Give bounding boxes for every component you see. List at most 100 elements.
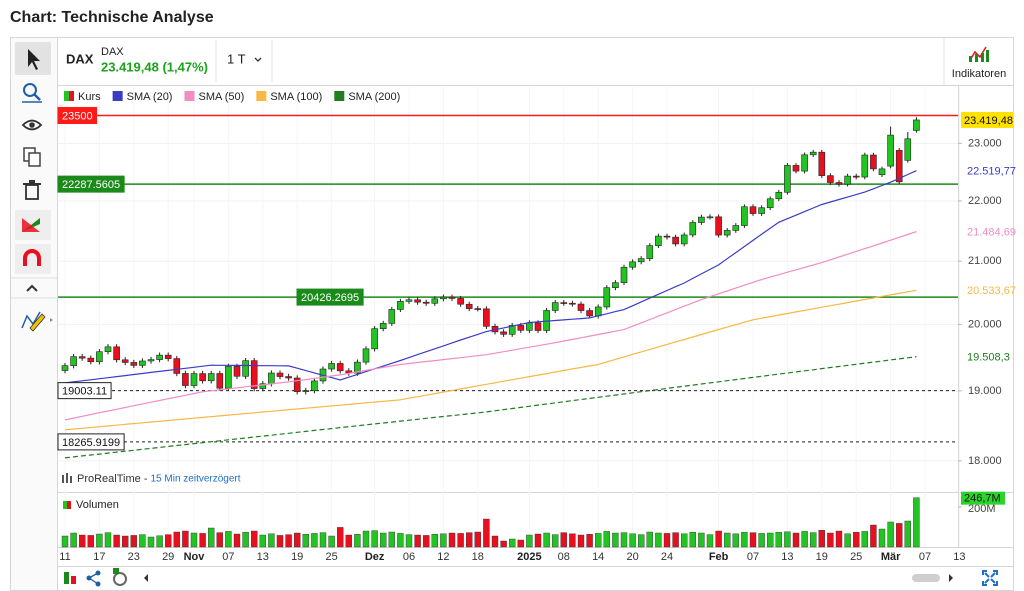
candle-body bbox=[852, 175, 860, 178]
tool-collapse[interactable] bbox=[26, 284, 38, 292]
interval-select[interactable]: 1 T bbox=[227, 51, 262, 66]
volume-bar bbox=[732, 533, 739, 548]
volume-bar bbox=[414, 534, 421, 548]
interval: 1 T bbox=[227, 51, 246, 66]
legend-swatch bbox=[112, 91, 123, 101]
candle-body bbox=[809, 151, 817, 156]
candle-body bbox=[190, 373, 198, 386]
x-tick-label: Nov bbox=[184, 551, 206, 563]
volume-bar bbox=[182, 530, 189, 548]
volume-bar bbox=[423, 535, 430, 548]
volume-bar bbox=[767, 532, 774, 548]
candle-body bbox=[405, 299, 413, 302]
last-value-label: 19.508,3 bbox=[967, 352, 1010, 364]
x-tick-label: 29 bbox=[162, 551, 174, 563]
btn-chart-add[interactable] bbox=[64, 572, 76, 584]
candle-body bbox=[904, 138, 912, 161]
candle-body bbox=[276, 372, 284, 377]
volume-bar bbox=[397, 533, 404, 548]
candle-body bbox=[379, 323, 387, 329]
x-tick-label: 19 bbox=[291, 551, 303, 563]
volume-bar bbox=[302, 534, 309, 548]
tool-trend[interactable] bbox=[22, 218, 40, 232]
btn-fullscreen[interactable] bbox=[982, 570, 998, 586]
volume-bar bbox=[638, 534, 645, 548]
candle-body bbox=[835, 182, 843, 185]
candle-body bbox=[293, 377, 301, 392]
volume-bar bbox=[371, 530, 378, 548]
x-tick-label: Dez bbox=[365, 551, 385, 563]
candle-body bbox=[371, 328, 378, 350]
candle-body bbox=[182, 373, 189, 386]
candle-body bbox=[147, 359, 155, 362]
x-tick-label: 07 bbox=[747, 551, 759, 563]
candle-body bbox=[594, 306, 602, 317]
candle-body bbox=[130, 362, 138, 366]
candle-body bbox=[792, 165, 800, 172]
legend-label: SMA (50) bbox=[198, 91, 244, 103]
level-label: 20426.2695 bbox=[301, 292, 359, 304]
candle-body bbox=[302, 390, 310, 392]
legend-label: SMA (100) bbox=[270, 91, 322, 103]
volume-bar bbox=[509, 538, 516, 548]
x-tick-label: 18 bbox=[472, 551, 484, 563]
candle-body bbox=[397, 301, 404, 310]
volume-bar bbox=[61, 535, 69, 548]
candle-body bbox=[586, 310, 593, 317]
tool-eye[interactable] bbox=[21, 119, 43, 131]
btn-settings[interactable] bbox=[113, 568, 127, 586]
tool-cursor[interactable] bbox=[28, 49, 40, 70]
volume-bar bbox=[517, 539, 524, 548]
legend-label: SMA (200) bbox=[348, 91, 400, 103]
last-value-label: 21.484,69 bbox=[967, 227, 1016, 239]
candle-body bbox=[233, 366, 241, 377]
page-title: Chart: Technische Analyse bbox=[10, 9, 214, 26]
volume-bar bbox=[801, 531, 808, 548]
x-tick-label: 19 bbox=[816, 551, 828, 563]
candle-body bbox=[620, 266, 628, 283]
x-tick-label: 2025 bbox=[517, 551, 541, 563]
volume-bar bbox=[655, 532, 662, 548]
tool-zoom[interactable] bbox=[22, 83, 42, 103]
candle-body bbox=[689, 222, 697, 236]
x-tick-label: Mär bbox=[881, 551, 901, 563]
btn-share[interactable] bbox=[86, 570, 101, 587]
volume-bar bbox=[543, 532, 550, 548]
indicators-button[interactable]: Indikatoren bbox=[952, 46, 1006, 80]
scrollbar[interactable] bbox=[912, 574, 940, 582]
scroll-left[interactable] bbox=[144, 574, 148, 582]
level-label: 22287.5605 bbox=[62, 179, 120, 191]
last-volume-label: 246,7M bbox=[964, 493, 1001, 505]
volume-bar bbox=[311, 533, 318, 548]
candle-body bbox=[895, 150, 903, 183]
volume-bar bbox=[431, 534, 438, 548]
volume-bar bbox=[741, 532, 748, 548]
candle-body bbox=[164, 354, 172, 359]
legend-label: SMA (20) bbox=[127, 91, 173, 103]
source: ProRealTime - 15 Min zeitverzögert bbox=[62, 473, 241, 485]
tool-copy[interactable] bbox=[23, 147, 41, 167]
volume-bar bbox=[620, 532, 628, 548]
volume-bar bbox=[792, 532, 800, 548]
volume-bar bbox=[78, 534, 86, 548]
sma-line bbox=[64, 356, 917, 459]
candle-body bbox=[121, 359, 129, 363]
volume-bar bbox=[139, 534, 146, 548]
legend-swatch bbox=[256, 91, 267, 101]
scroll-right[interactable] bbox=[949, 574, 953, 582]
x-tick-label: 23 bbox=[128, 551, 140, 563]
volume-bar bbox=[663, 533, 671, 548]
candle-body bbox=[311, 380, 318, 391]
last-value-box bbox=[961, 282, 1013, 299]
level-label-box bbox=[57, 107, 98, 125]
tool-delete[interactable] bbox=[23, 180, 41, 200]
tool-magnet[interactable] bbox=[23, 249, 41, 266]
tool-draw[interactable] bbox=[21, 311, 53, 332]
legend-swatch bbox=[334, 91, 345, 101]
volume-bar bbox=[96, 533, 103, 548]
volume-bar bbox=[913, 497, 920, 548]
volume-bar bbox=[870, 524, 877, 548]
candle-body bbox=[870, 154, 877, 170]
volume-bar bbox=[827, 532, 834, 548]
volume-bar bbox=[104, 532, 112, 548]
